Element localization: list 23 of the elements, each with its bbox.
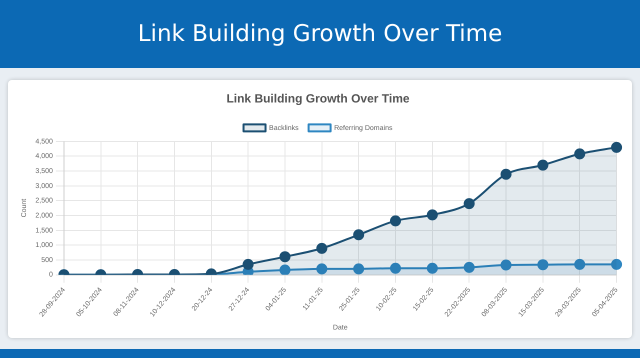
- point: [611, 258, 622, 270]
- point: [426, 209, 438, 220]
- point: [426, 262, 438, 274]
- point: [353, 229, 364, 240]
- point: [279, 264, 290, 275]
- point: [242, 258, 254, 270]
- chart-title: Link Building Growth Over Time: [226, 92, 410, 106]
- point: [500, 168, 512, 180]
- point: [316, 242, 328, 254]
- point: [611, 142, 622, 153]
- text: Link Building Growth Over Time: [138, 21, 502, 47]
- point: [574, 258, 586, 270]
- point: [500, 259, 512, 270]
- point: [390, 215, 402, 226]
- point: [390, 262, 402, 274]
- point: [574, 148, 586, 160]
- point: [353, 263, 364, 274]
- point: [316, 263, 328, 274]
- point: [537, 160, 548, 171]
- point: [279, 251, 290, 262]
- point: [464, 198, 475, 210]
- point: [537, 259, 548, 270]
- point: [464, 262, 475, 273]
